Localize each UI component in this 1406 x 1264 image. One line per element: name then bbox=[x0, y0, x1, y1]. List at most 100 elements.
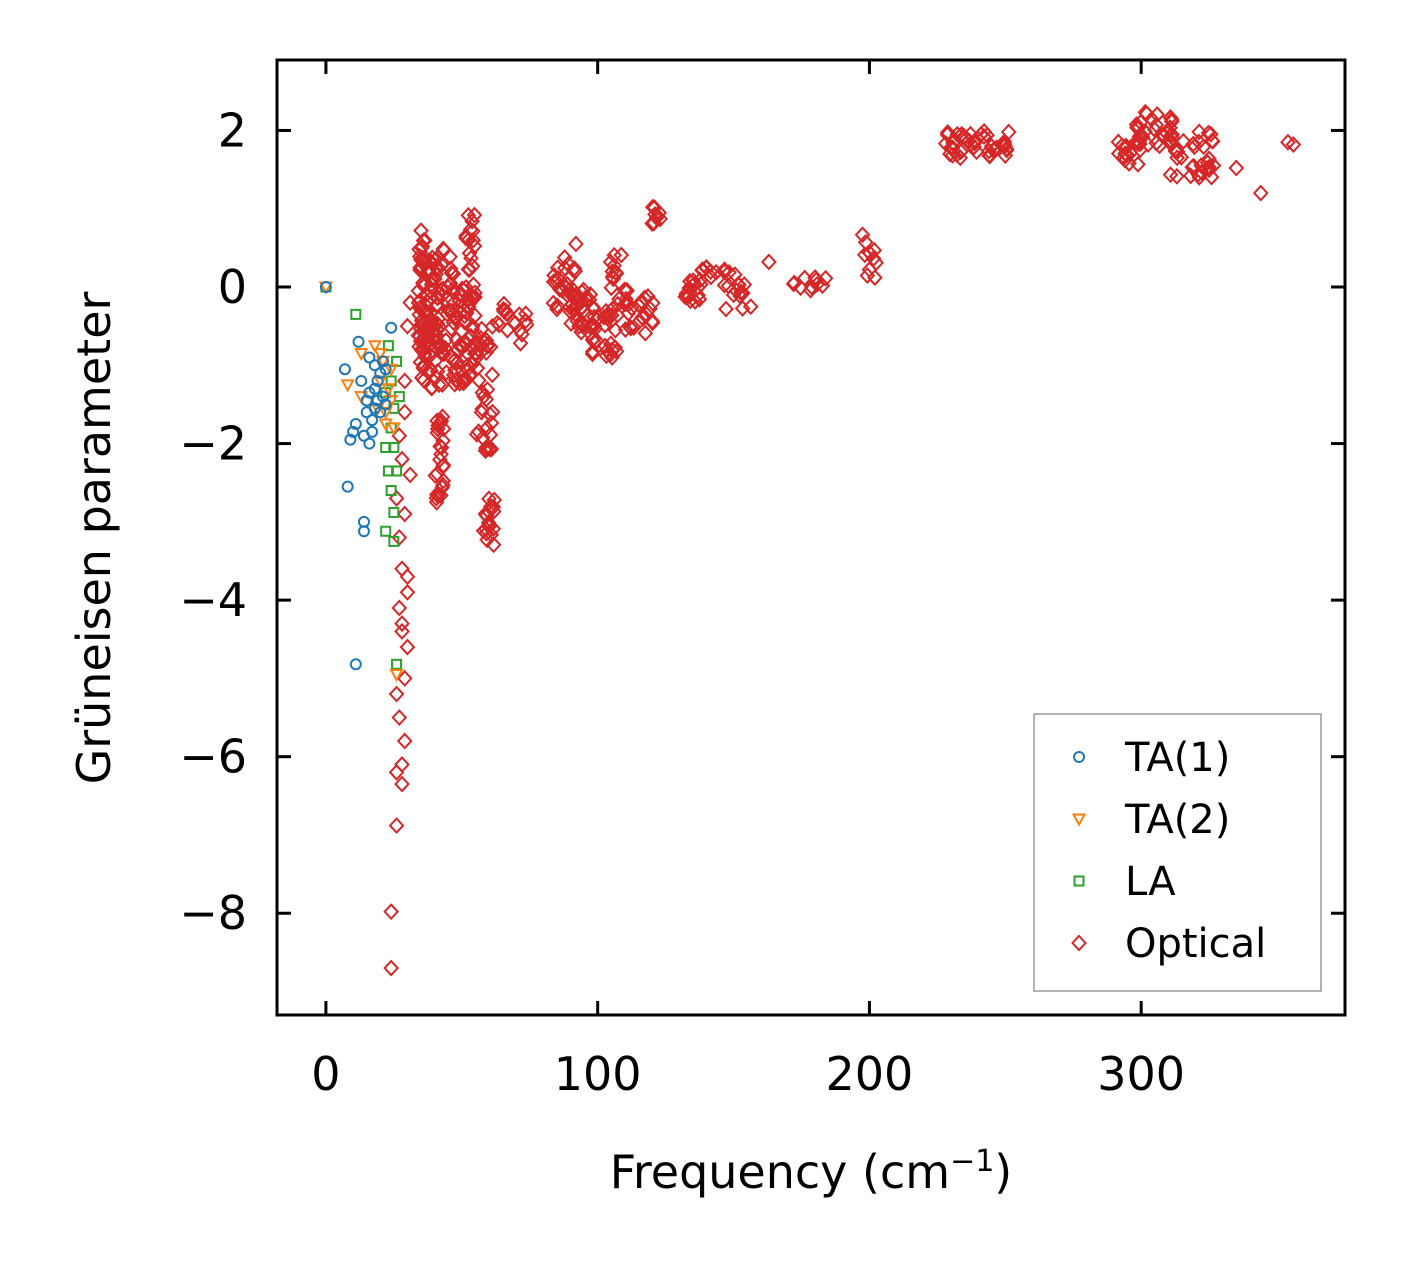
data-point-optical bbox=[383, 959, 400, 977]
data-point-optical bbox=[394, 450, 410, 468]
data-point-optical bbox=[981, 142, 997, 160]
data-point-optical bbox=[394, 622, 410, 640]
data-point-optical bbox=[442, 260, 459, 278]
data-point-optical bbox=[718, 300, 734, 318]
data-point-optical bbox=[450, 341, 466, 359]
data-point-optical bbox=[617, 321, 634, 338]
data-point-ta1 bbox=[363, 351, 376, 364]
data-point-optical bbox=[463, 327, 479, 345]
data-point-optical bbox=[1148, 116, 1165, 134]
y-tick-label: −6 bbox=[179, 730, 247, 784]
x-tick-label: 100 bbox=[554, 1047, 642, 1101]
data-point-optical bbox=[433, 439, 450, 457]
data-point-optical bbox=[457, 333, 474, 351]
legend-label-ta2: TA(2) bbox=[1124, 797, 1230, 843]
data-point-optical bbox=[607, 263, 624, 281]
data-point-optical bbox=[997, 147, 1014, 164]
data-point-optical bbox=[388, 763, 405, 781]
data-point-optical bbox=[469, 359, 486, 377]
data-point-optical bbox=[425, 329, 442, 347]
data-point-ta1 bbox=[371, 374, 384, 387]
data-point-optical bbox=[854, 226, 871, 244]
data-point-optical bbox=[429, 424, 446, 442]
x-axis-label-end: ) bbox=[994, 1145, 1012, 1199]
data-point-optical bbox=[1228, 159, 1245, 177]
data-point-optical bbox=[646, 199, 663, 217]
data-point-optical bbox=[573, 313, 589, 331]
x-axis-ticks: 0 100 200 300 bbox=[311, 60, 1185, 1101]
data-point-optical bbox=[1110, 133, 1127, 151]
data-point-la bbox=[388, 535, 400, 547]
data-point-optical bbox=[472, 329, 489, 347]
data-point-optical bbox=[412, 259, 429, 277]
data-point-optical bbox=[603, 279, 620, 297]
data-point-optical bbox=[419, 292, 435, 310]
data-point-optical bbox=[435, 457, 451, 475]
data-point-ta2 bbox=[389, 668, 404, 683]
data-point-optical bbox=[606, 246, 623, 264]
data-point-optical bbox=[1202, 125, 1219, 143]
data-point-optical bbox=[394, 756, 410, 773]
y-tick-label: 2 bbox=[218, 103, 247, 157]
data-point-optical bbox=[1164, 126, 1181, 144]
data-point-optical bbox=[436, 345, 452, 363]
data-point-optical bbox=[685, 272, 701, 290]
legend-marker-ta1 bbox=[1073, 751, 1085, 763]
data-point-optical bbox=[651, 204, 668, 222]
data-point-optical bbox=[433, 344, 449, 362]
data-point-optical bbox=[1252, 184, 1269, 202]
data-point-optical bbox=[448, 309, 465, 327]
data-point-la bbox=[391, 658, 403, 670]
data-point-optical bbox=[484, 317, 501, 335]
data-point-ta2 bbox=[367, 340, 383, 354]
data-point-optical bbox=[716, 276, 733, 294]
data-point-ta1 bbox=[349, 658, 362, 671]
x-tick-label: 300 bbox=[1097, 1047, 1185, 1101]
data-point-ta1 bbox=[319, 281, 332, 294]
data-point-optical bbox=[427, 368, 444, 386]
data-point-optical bbox=[399, 317, 416, 335]
x-axis-label-main: Frequency (cm bbox=[610, 1145, 950, 1199]
data-point-optical bbox=[785, 275, 802, 293]
data-point-optical bbox=[442, 274, 459, 292]
legend-label-optical: Optical bbox=[1125, 921, 1266, 967]
data-point-ta1 bbox=[363, 386, 376, 399]
data-point-optical bbox=[1173, 148, 1190, 166]
data-point-optical bbox=[702, 263, 719, 281]
data-point-optical bbox=[436, 241, 452, 259]
data-point-optical bbox=[1204, 132, 1221, 150]
data-point-optical bbox=[635, 309, 652, 327]
y-tick-label: −4 bbox=[179, 573, 247, 627]
data-point-optical bbox=[485, 520, 502, 538]
data-point-optical bbox=[690, 286, 706, 304]
data-point-optical bbox=[620, 304, 637, 322]
data-point-optical bbox=[567, 262, 584, 280]
data-point-optical bbox=[546, 266, 562, 284]
legend-label-ta1: TA(1) bbox=[1124, 735, 1230, 781]
data-point-optical bbox=[430, 486, 446, 504]
data-point-ta1 bbox=[338, 363, 351, 376]
data-point-optical bbox=[383, 903, 400, 921]
data-point-optical bbox=[482, 405, 498, 423]
y-tick-label: −2 bbox=[179, 417, 247, 471]
data-point-optical bbox=[445, 265, 462, 283]
data-point-optical bbox=[584, 343, 601, 361]
data-point-optical bbox=[556, 249, 573, 266]
data-point-optical bbox=[477, 505, 494, 523]
data-point-la bbox=[391, 465, 403, 477]
data-point-optical bbox=[466, 206, 483, 224]
data-point-ta2 bbox=[340, 379, 355, 393]
x-axis-label-sup: −1 bbox=[950, 1144, 994, 1179]
data-point-optical bbox=[423, 362, 439, 380]
data-point-optical bbox=[474, 384, 491, 402]
data-point-ta1 bbox=[385, 321, 398, 334]
data-point-ta1 bbox=[366, 414, 379, 427]
data-point-optical bbox=[413, 222, 429, 240]
data-point-ta1 bbox=[379, 398, 392, 411]
data-point-optical bbox=[575, 281, 592, 299]
data-point-optical bbox=[456, 307, 473, 325]
data-point-optical bbox=[620, 295, 637, 313]
data-point-la bbox=[382, 340, 394, 352]
data-point-optical bbox=[734, 299, 751, 317]
data-point-optical bbox=[622, 318, 639, 336]
